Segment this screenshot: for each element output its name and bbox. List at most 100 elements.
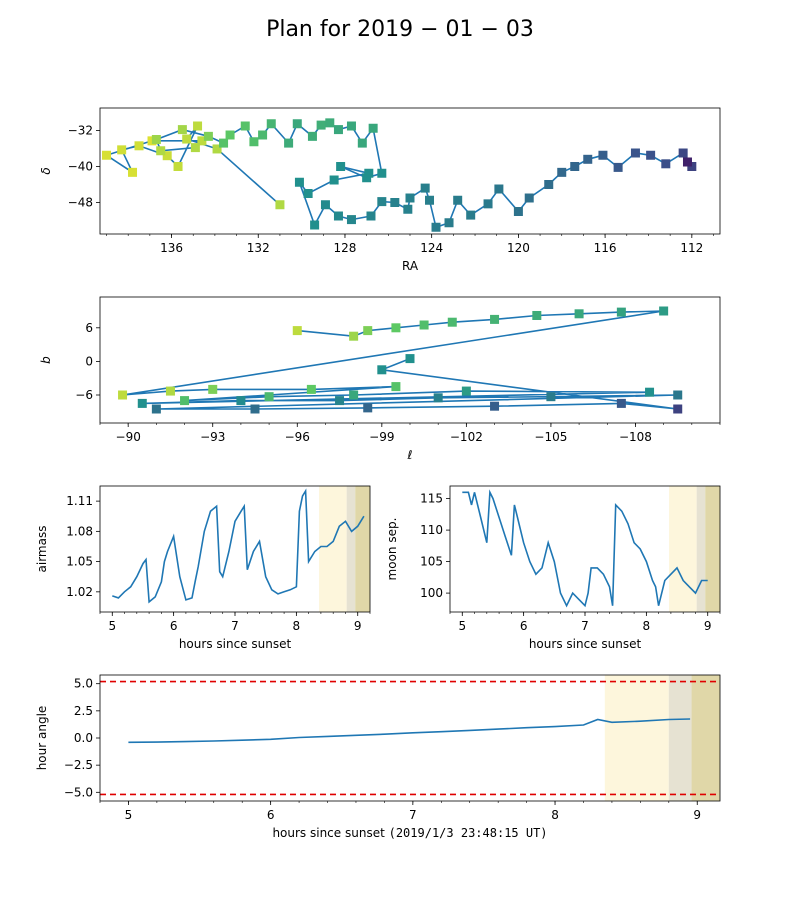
y-axis-label: airmass xyxy=(35,526,49,573)
panel-galactic: −90 −93 −96 −99 −102 −105 −108 −6 0 6 ℓ b xyxy=(39,296,721,462)
data-point xyxy=(117,145,127,155)
data-point xyxy=(173,162,183,171)
y-tick-label: 1.08 xyxy=(66,524,93,538)
x-axis-label: ℓ xyxy=(407,448,413,462)
plot-area-radec xyxy=(102,118,697,232)
series-line-airmass xyxy=(112,488,365,604)
data-point xyxy=(182,134,192,144)
x-tick-label: 8 xyxy=(293,619,301,633)
data-point xyxy=(349,390,359,400)
data-point xyxy=(333,125,343,135)
data-point xyxy=(357,138,367,148)
y-axis-label: moon sep. xyxy=(385,518,399,581)
data-point xyxy=(419,320,429,330)
data-point xyxy=(292,326,302,336)
y-tick-label: 110 xyxy=(420,523,443,537)
data-point xyxy=(490,314,500,324)
x-axis-label-main: hours since sunset xyxy=(272,826,388,840)
y-tick-label: −48 xyxy=(68,196,93,210)
x-tick-label: 5 xyxy=(108,619,116,633)
data-point xyxy=(165,386,175,396)
data-point xyxy=(325,118,335,128)
data-point xyxy=(303,189,313,198)
data-point xyxy=(316,120,326,130)
twilight-band xyxy=(669,486,697,612)
data-point xyxy=(673,390,683,400)
data-point xyxy=(240,121,250,131)
data-point xyxy=(363,326,373,336)
y-tick-label: 105 xyxy=(420,555,443,569)
twilight-band xyxy=(705,486,720,612)
x-tick-label: −105 xyxy=(534,430,567,444)
y-tick-label: 115 xyxy=(420,492,443,506)
data-point xyxy=(137,398,147,408)
x-tick-label: 7 xyxy=(409,808,417,822)
x-tick-label: −90 xyxy=(116,430,141,444)
x-tick-label: 112 xyxy=(680,241,703,255)
data-point xyxy=(425,195,435,205)
data-point xyxy=(349,331,359,341)
axes-frame xyxy=(99,485,371,613)
data-point xyxy=(447,317,457,327)
data-point xyxy=(494,184,504,194)
data-point xyxy=(366,211,376,221)
data-point xyxy=(102,150,112,160)
y-tick-label: 1.05 xyxy=(66,555,93,569)
x-tick-label: 6 xyxy=(520,619,528,633)
y-axis-label: δ xyxy=(39,167,53,174)
data-point xyxy=(329,175,339,185)
data-point xyxy=(405,354,415,364)
data-point xyxy=(177,125,187,135)
data-point xyxy=(363,403,373,413)
data-point xyxy=(128,167,138,177)
data-point xyxy=(391,382,401,392)
data-point xyxy=(403,204,413,214)
y-tick-label: 0 xyxy=(85,354,93,368)
data-point xyxy=(630,148,640,158)
y-tick-label: −40 xyxy=(68,160,93,174)
data-point xyxy=(208,384,218,394)
data-point xyxy=(490,401,500,411)
twilight-band xyxy=(604,675,669,801)
plot-area-airmass xyxy=(112,486,370,612)
data-point xyxy=(190,143,200,153)
y-tick-label: 5.0 xyxy=(74,677,93,691)
y-tick-label: −6 xyxy=(75,388,93,402)
data-point xyxy=(613,162,623,172)
x-tick-label: 9 xyxy=(704,619,712,633)
plot-area-moonsep xyxy=(462,486,720,612)
data-point xyxy=(390,198,400,207)
data-point xyxy=(466,210,476,220)
data-point xyxy=(151,404,161,414)
data-point xyxy=(673,404,683,414)
twilight-band xyxy=(691,675,720,801)
x-tick-label: 7 xyxy=(231,619,239,633)
data-point xyxy=(483,199,493,209)
y-axis-label: b xyxy=(39,356,53,364)
data-point xyxy=(377,365,387,375)
x-tick-label: 6 xyxy=(267,808,275,822)
data-point xyxy=(156,146,166,156)
data-point xyxy=(682,157,692,167)
panel-hourangle: 5 6 7 8 9 −5.0 −2.5 0.0 2.5 5.0 hours since sunset… xyxy=(35,674,721,840)
data-point xyxy=(346,215,356,225)
data-point xyxy=(377,197,387,207)
data-point xyxy=(320,200,330,210)
data-point xyxy=(162,151,172,161)
y-tick-label: −5.0 xyxy=(64,785,93,799)
panel-moonsep: 5 6 7 8 9 100 105 110 115 hours since sunset moon … xyxy=(385,485,721,651)
x-tick-label: 5 xyxy=(458,619,466,633)
twilight-band xyxy=(696,486,706,612)
data-point xyxy=(616,307,626,317)
data-point xyxy=(335,396,345,406)
data-point xyxy=(284,138,294,148)
data-point xyxy=(661,159,671,169)
panel-airmass: 5 6 7 8 9 1.02 1.05 1.08 1.11 hours since sunset a… xyxy=(35,485,371,651)
data-point xyxy=(405,193,415,203)
data-point xyxy=(346,121,356,131)
data-point xyxy=(197,136,207,146)
series-line-hourangle xyxy=(128,718,691,744)
axes-frame xyxy=(99,674,721,802)
series-line-radec xyxy=(104,122,693,229)
x-axis-label: hours since sunset (2019/1/3 23:48:15 UT… xyxy=(272,826,547,840)
